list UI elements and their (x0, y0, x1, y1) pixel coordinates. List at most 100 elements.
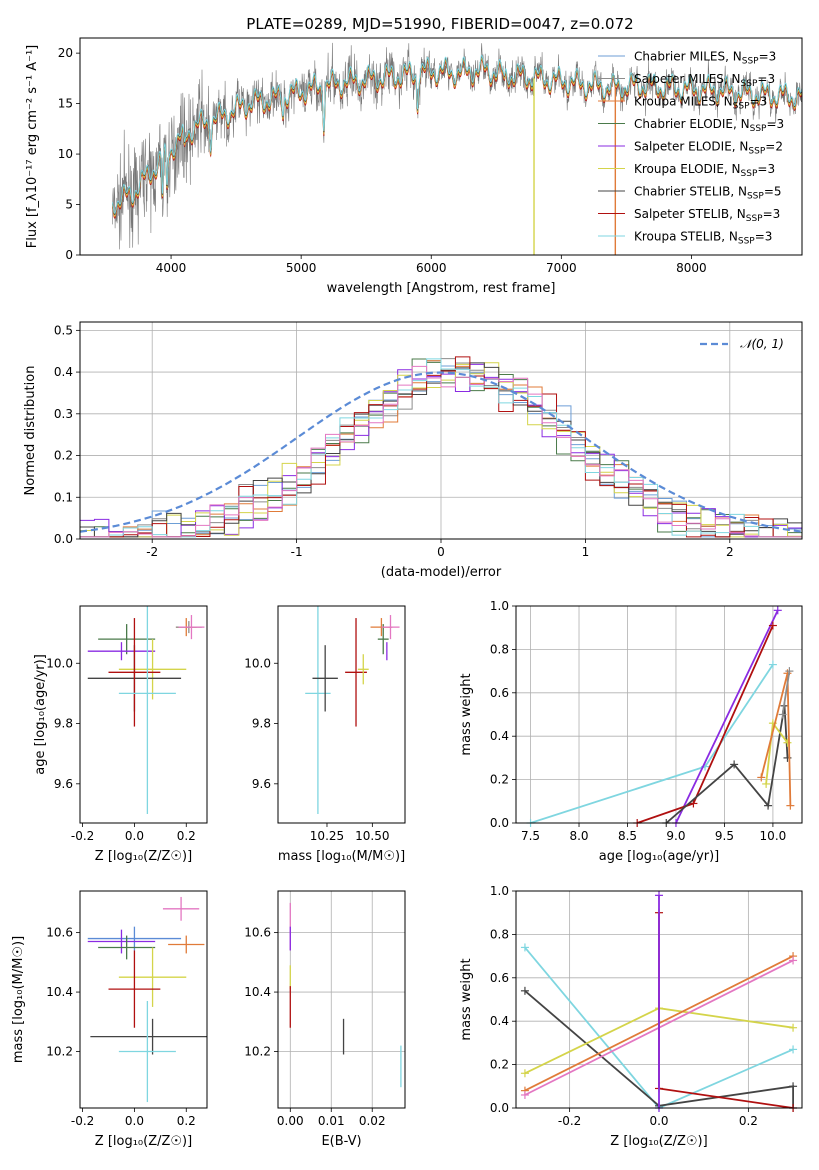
axes-frame (277, 605, 406, 824)
x-tick-label: 7000 (546, 261, 577, 275)
x-tick-label: 4000 (156, 261, 187, 275)
x-tick-label: 0.2 (177, 829, 196, 843)
legend-label: Kroupa MILES, NSSP=3 (634, 95, 767, 112)
y-tick-label: 9.6 (252, 777, 271, 791)
y-axis-label: mass [log₁₀(M/M☉)] (11, 936, 26, 1063)
x-axis-label: (data-model)/error (381, 565, 502, 580)
x-axis-label: Z [log₁₀(Z/Z☉)] (95, 849, 192, 864)
x-tick-label: -0.2 (71, 829, 94, 843)
normal-distribution-line (80, 371, 802, 533)
y-tick-label: 0.8 (490, 927, 509, 941)
mass-vs-EBV-axes: 0.00 0.01 0.02 10.2 10.4 10.6 E(B-V) (244, 890, 406, 1149)
axes-frame (79, 890, 208, 1109)
x-tick-label: 10.50 (355, 829, 389, 843)
y-tick-label: 0.4 (54, 365, 73, 379)
weight-series-line (524, 946, 794, 1108)
x-tick-label: -2 (146, 545, 158, 559)
y-axis-label: mass weight (459, 958, 474, 1040)
y-tick-label: 10.2 (46, 1045, 73, 1059)
axes-frame (79, 37, 803, 256)
y-tick-label: 10.6 (46, 926, 73, 940)
histogram-series-line (80, 365, 802, 538)
x-tick-label: 0.0 (125, 1114, 144, 1128)
legend-label: Kroupa ELODIE, NSSP=3 (634, 162, 775, 179)
y-tick-label: 0.0 (490, 816, 509, 830)
y-tick-label: 10.0 (244, 656, 271, 670)
y-axis-label: age [log₁₀(age/yr)] (33, 654, 48, 775)
residuals-axes: -2 -1 0 1 2 0.0 0.1 0.2 0.3 0.4 0.5 (data-model)/er… (23, 321, 803, 580)
x-tick-label: 1 (582, 545, 590, 559)
legend-label: Kroupa STELIB, NSSP=3 (634, 230, 772, 247)
x-tick-label: 0.02 (359, 1114, 386, 1128)
age-vs-Z-axes: -0.2 0.0 0.2 9.6 9.8 10.0 Z [log₁₀(Z/Z☉)] age [… (33, 605, 208, 864)
legend-label: Salpeter STELIB, NSSP=3 (634, 207, 780, 224)
x-tick-label: 5000 (286, 261, 317, 275)
x-tick-label: 9.5 (715, 829, 734, 843)
x-tick-label: 0 (437, 545, 445, 559)
legend-label: Chabrier ELODIE, NSSP=3 (634, 117, 784, 134)
x-tick-label: 0.2 (739, 1114, 758, 1128)
y-tick-label: 0.6 (490, 971, 509, 985)
x-tick-label: 8.5 (618, 829, 637, 843)
y-tick-label: 1.0 (490, 599, 509, 613)
y-tick-label: 10 (58, 147, 73, 161)
x-tick-label: 0.01 (318, 1114, 345, 1128)
y-tick-label: 0.4 (490, 729, 509, 743)
legend-label: Chabrier MILES, NSSP=3 (634, 50, 776, 67)
x-tick-label: 8.0 (569, 829, 588, 843)
x-tick-label: 8000 (676, 261, 707, 275)
legend-label: Salpeter ELODIE, NSSP=2 (634, 140, 783, 157)
x-axis-label: mass [log₁₀(M/M☉)] (278, 849, 405, 864)
weight-vs-Z-axes: -0.2 0.0 0.2 0.0 0.2 0.4 0.6 0.8 1.0 Z [log₁₀(Z/Z… (459, 884, 803, 1149)
y-tick-label: 10.4 (244, 985, 271, 999)
y-tick-label: 0.1 (54, 490, 73, 504)
x-tick-label: 0.0 (125, 829, 144, 843)
y-tick-label: 9.6 (54, 777, 73, 791)
y-tick-label: 0.0 (54, 532, 73, 546)
y-axis-label: Flux [f_λ10⁻¹⁷ erg cm⁻² s⁻¹ A⁻¹] (25, 45, 40, 249)
mass-vs-Z-axes: -0.2 0.0 0.2 10.2 10.4 10.6 Z [log₁₀(Z/Z☉)] mas… (11, 890, 208, 1149)
y-tick-label: 1.0 (490, 884, 509, 898)
y-axis-label: mass weight (459, 673, 474, 755)
x-tick-label: 7.5 (521, 829, 540, 843)
x-tick-label: -0.2 (71, 1114, 94, 1128)
y-tick-label: 0.5 (54, 323, 73, 337)
weight-vs-age-axes: 7.5 8.0 8.5 9.0 9.5 10.0 0.0 0.2 0.4 0.6 0.8 1.0 age… (459, 599, 803, 864)
x-tick-label: 10.25 (310, 829, 344, 843)
y-tick-label: 0.2 (490, 1058, 509, 1072)
x-axis-label: Z [log₁₀(Z/Z☉)] (610, 1134, 707, 1149)
weight-series-line (636, 625, 774, 823)
y-tick-label: 0.4 (490, 1014, 509, 1028)
axes-frame (515, 605, 803, 824)
weight-series-line (781, 670, 791, 715)
y-tick-label: 0.2 (54, 449, 73, 463)
axes-frame (79, 321, 803, 540)
legend-label: Chabrier STELIB, NSSP=5 (634, 185, 782, 202)
x-axis-label: E(B-V) (321, 1134, 361, 1149)
y-tick-label: 10.4 (46, 985, 73, 999)
y-tick-label: 0.2 (490, 773, 509, 787)
weight-series-line (530, 664, 774, 823)
y-tick-label: 15 (58, 97, 73, 111)
y-tick-label: 0.0 (490, 1101, 509, 1115)
x-tick-label: 9.0 (666, 829, 685, 843)
legend-label: Salpeter MILES, NSSP=3 (634, 72, 775, 89)
y-tick-label: 0.6 (490, 686, 509, 700)
axes-frame (277, 890, 406, 1109)
x-tick-label: 10.0 (760, 829, 787, 843)
x-tick-label: 0.0 (649, 1114, 668, 1128)
axes-frame (79, 605, 208, 824)
x-axis-label: Z [log₁₀(Z/Z☉)] (95, 1134, 192, 1149)
y-tick-label: 9.8 (252, 717, 271, 731)
y-tick-label: 0.3 (54, 407, 73, 421)
y-tick-label: 9.8 (54, 717, 73, 731)
y-tick-label: 0 (65, 248, 73, 262)
y-tick-label: 10.2 (244, 1045, 271, 1059)
x-tick-label: -0.2 (558, 1114, 581, 1128)
axes-frame (515, 890, 803, 1109)
x-tick-label: 2 (726, 545, 734, 559)
weight-series-line (524, 990, 794, 1108)
y-tick-label: 5 (65, 198, 73, 212)
